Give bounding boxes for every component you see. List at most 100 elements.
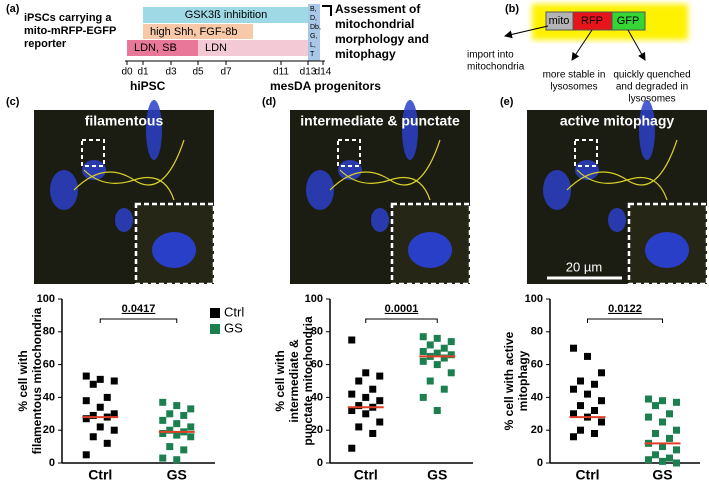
data-point [355, 423, 363, 431]
bar-text: GSK3ß inhibition [185, 9, 268, 21]
data-point [584, 390, 591, 398]
marker-text: B, [310, 6, 317, 13]
data-point [376, 372, 384, 380]
x-tick-label: GS [427, 467, 447, 483]
data-point [577, 426, 584, 434]
y-tick-label: 40 [531, 391, 543, 403]
data-point [584, 352, 591, 360]
nucleus [639, 100, 655, 160]
nucleus [338, 160, 362, 180]
data-point [652, 429, 659, 437]
day-label: d3 [165, 67, 177, 78]
data-point [159, 454, 167, 462]
data-point [82, 397, 90, 405]
data-point [180, 446, 188, 454]
data-point [166, 410, 174, 418]
x-tick-label: Ctrl [88, 467, 112, 483]
image-title: filamentous [85, 113, 164, 129]
mitochondria [329, 139, 441, 201]
data-point [103, 393, 111, 401]
x-tick-label: GS [652, 467, 672, 483]
note: lysosomes [628, 94, 675, 105]
gsk-bar [143, 7, 308, 23]
data-point [598, 397, 605, 405]
data-point [166, 443, 174, 451]
bar-text: LDN, SB [134, 42, 177, 54]
inset-nucleus [152, 232, 196, 268]
data-point [645, 395, 652, 403]
data-point [598, 369, 605, 377]
y-tick-label: 100 [305, 293, 323, 305]
note: import into [467, 50, 514, 61]
data-point [173, 420, 181, 428]
data-point [159, 398, 167, 406]
data-point [570, 433, 577, 441]
data-point [82, 372, 90, 380]
data-point [591, 407, 598, 415]
shh-bar [143, 24, 253, 39]
assessment-text: Assessment of [335, 2, 421, 16]
legend-label: Ctrl [224, 304, 244, 319]
nucleus [50, 170, 78, 210]
inset-nucleus [408, 232, 452, 268]
assessment-arrow [322, 5, 332, 16]
data-point [348, 336, 356, 344]
marker-text: G, [310, 33, 317, 40]
x-tick-label: Ctrl [354, 467, 378, 483]
y-tick-label: 20 [311, 424, 323, 436]
data-point [426, 341, 434, 349]
data-point [447, 369, 455, 377]
data-point [89, 380, 97, 388]
day-label: d13 [300, 67, 317, 78]
mitochondria [73, 139, 185, 201]
panel-label: (e) [500, 96, 514, 108]
panel-label: (d) [262, 96, 276, 108]
data-point [362, 369, 370, 377]
note: lysosomes [550, 82, 597, 93]
y-tick-label: 80 [531, 326, 543, 338]
y-tick-label: 20 [531, 424, 543, 436]
data-point [673, 398, 680, 406]
zoom-box [81, 139, 105, 167]
data-point [348, 407, 356, 415]
reporter-text: iPSCs carrying a [24, 12, 112, 24]
data-point [659, 457, 666, 465]
data-point [440, 344, 448, 352]
data-point [376, 418, 384, 426]
y-axis-label: % cell with active [502, 331, 516, 430]
data-point [173, 456, 181, 464]
data-point [440, 385, 448, 393]
legend-swatch [210, 308, 220, 318]
data-point [673, 459, 680, 467]
x-tick-label: GS [167, 467, 187, 483]
end-label: mesDA progenitors [270, 79, 381, 93]
data-point [96, 375, 104, 383]
scale-bar-label: 20 µm [566, 259, 602, 274]
data-point [570, 385, 577, 393]
data-point [433, 349, 441, 357]
y-tick-label: 100 [525, 293, 543, 305]
zoom-box [574, 139, 598, 167]
data-point [110, 377, 118, 385]
data-point [673, 426, 680, 434]
y-tick-label: 20 [43, 424, 55, 436]
image-title: intermediate & punctate [300, 113, 460, 129]
y-axis-label: mitophagy [516, 350, 530, 411]
data-point [180, 411, 188, 419]
y-tick-label: 0 [537, 457, 543, 469]
part-text: RFP [581, 15, 603, 27]
day-label: d0 [121, 67, 133, 78]
data-point [376, 397, 384, 405]
data-point [82, 415, 90, 423]
ldn-sb-bar [127, 40, 198, 56]
data-point [419, 357, 427, 365]
nucleus [146, 100, 162, 160]
assessment-text: morphology and [335, 32, 429, 46]
note: quickly quenched [613, 70, 690, 81]
data-point [187, 433, 195, 441]
data-point [369, 385, 377, 393]
y-tick-label: 0 [49, 457, 55, 469]
data-point [652, 451, 659, 459]
day-label: d14 [315, 67, 332, 78]
data-point [577, 377, 584, 385]
